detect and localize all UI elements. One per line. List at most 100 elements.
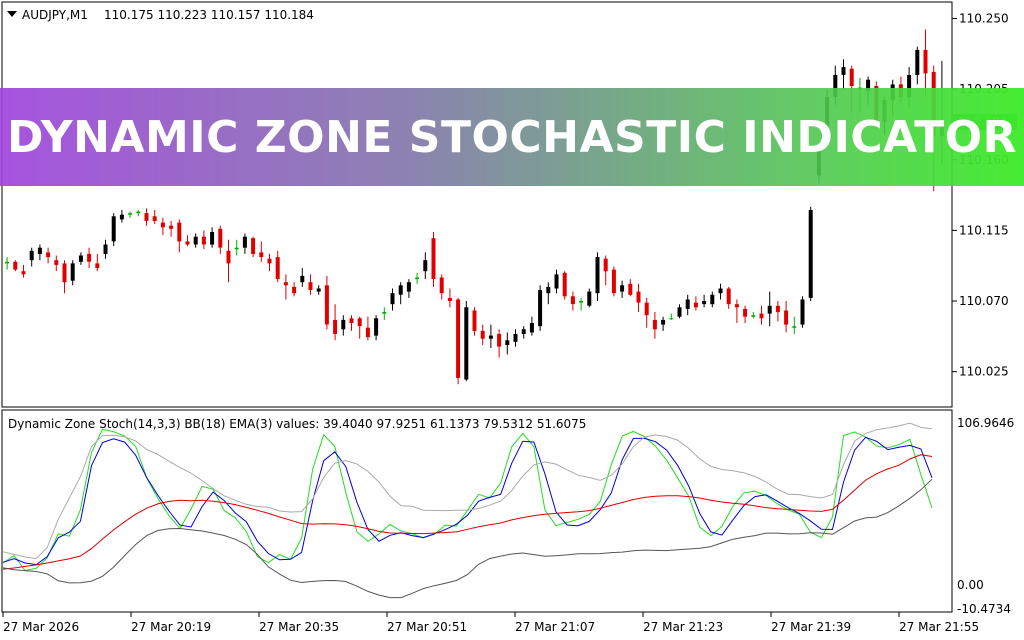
candle-body bbox=[628, 283, 633, 295]
indicator-axis: 106.9646 0.00 -10.4734 bbox=[957, 416, 1014, 616]
time-axis: 27 Mar 2026 27 Mar 20:19 27 Mar 20:35 27 Ma… bbox=[2, 612, 979, 634]
candle-body bbox=[365, 327, 370, 338]
candle bbox=[554, 269, 559, 294]
candle bbox=[529, 316, 534, 336]
candle-body bbox=[661, 319, 666, 325]
candle bbox=[160, 217, 165, 236]
collapse-triangle-icon[interactable] bbox=[7, 11, 17, 17]
candle bbox=[259, 241, 264, 262]
candle bbox=[316, 285, 321, 295]
candle bbox=[365, 316, 370, 341]
candle-body bbox=[546, 286, 551, 294]
candle-body bbox=[382, 312, 387, 314]
indicator-series-line-5 bbox=[2, 478, 933, 599]
candle-body bbox=[775, 305, 780, 313]
candle bbox=[710, 291, 715, 308]
candle-body bbox=[718, 288, 723, 294]
candle bbox=[177, 219, 182, 253]
candle bbox=[497, 329, 502, 358]
candle-body bbox=[234, 247, 239, 250]
candle bbox=[136, 210, 141, 217]
candle bbox=[767, 291, 772, 327]
candle bbox=[382, 307, 387, 320]
candle-body bbox=[210, 232, 215, 245]
price-panel-frame bbox=[1, 1, 953, 408]
candle bbox=[210, 227, 215, 248]
candle bbox=[841, 59, 846, 90]
candle-body bbox=[283, 282, 288, 286]
candle bbox=[390, 288, 395, 311]
candle-body bbox=[201, 236, 206, 245]
time-tick-label: 27 Mar 2026 bbox=[3, 620, 79, 634]
candle bbox=[267, 253, 272, 272]
candle bbox=[111, 213, 116, 247]
candle-body bbox=[431, 238, 436, 279]
candle bbox=[464, 301, 469, 382]
candle-body bbox=[267, 258, 272, 264]
candle-body bbox=[275, 257, 280, 280]
candle-body bbox=[37, 247, 42, 254]
candle bbox=[78, 252, 83, 265]
candle-body bbox=[62, 263, 67, 283]
candle-body bbox=[152, 216, 157, 221]
candle bbox=[333, 304, 338, 341]
candle bbox=[579, 297, 584, 311]
candle-body bbox=[620, 285, 625, 292]
candle-body bbox=[456, 299, 461, 378]
candle-body bbox=[415, 277, 420, 280]
candle-body bbox=[357, 318, 362, 327]
candle bbox=[636, 283, 641, 312]
candle-body bbox=[341, 319, 346, 330]
candle-body bbox=[866, 79, 871, 91]
candle-body bbox=[833, 75, 838, 97]
candle-body bbox=[316, 288, 321, 292]
candle bbox=[275, 250, 280, 283]
candle bbox=[669, 313, 674, 320]
candle-body bbox=[800, 299, 805, 325]
candle-body bbox=[743, 308, 748, 317]
candle bbox=[324, 275, 329, 330]
price-tick-label: 110.070 bbox=[959, 294, 1009, 308]
candle-body bbox=[734, 304, 739, 308]
candle-body bbox=[226, 250, 231, 264]
candle-body bbox=[710, 294, 715, 305]
candle bbox=[349, 315, 354, 331]
candle-body bbox=[497, 334, 502, 347]
candle bbox=[423, 252, 428, 280]
price-tick-label: 110.250 bbox=[959, 11, 1009, 25]
candle-body bbox=[505, 340, 510, 345]
candle-body bbox=[611, 269, 616, 294]
candle-body bbox=[562, 272, 567, 297]
candle-body bbox=[603, 258, 608, 272]
candle-body bbox=[333, 319, 338, 334]
candle bbox=[341, 315, 346, 336]
candle bbox=[251, 236, 256, 258]
candle-body bbox=[13, 261, 18, 270]
candle-body bbox=[587, 291, 592, 306]
candle-body bbox=[808, 210, 813, 298]
candle-body bbox=[923, 49, 928, 74]
candle-body bbox=[784, 310, 789, 325]
time-tick-label: 27 Mar 20:19 bbox=[131, 620, 211, 634]
candle bbox=[677, 304, 682, 319]
candle-body bbox=[907, 75, 912, 97]
candle-body bbox=[111, 216, 116, 242]
candle bbox=[70, 260, 75, 286]
candle-body bbox=[521, 329, 526, 334]
candle bbox=[652, 312, 657, 339]
candle-body bbox=[300, 275, 305, 283]
candle-body bbox=[702, 301, 707, 305]
candle-body bbox=[447, 297, 452, 301]
candle bbox=[169, 221, 174, 237]
candle bbox=[119, 210, 124, 223]
candle-body bbox=[570, 296, 575, 305]
candle bbox=[505, 332, 510, 355]
candle-body bbox=[464, 307, 469, 380]
candle-body bbox=[78, 255, 83, 262]
candle bbox=[5, 257, 10, 270]
price-tick-label: 110.115 bbox=[959, 223, 1009, 237]
candle-body bbox=[759, 313, 764, 319]
candle bbox=[283, 274, 288, 300]
candle bbox=[242, 233, 247, 254]
